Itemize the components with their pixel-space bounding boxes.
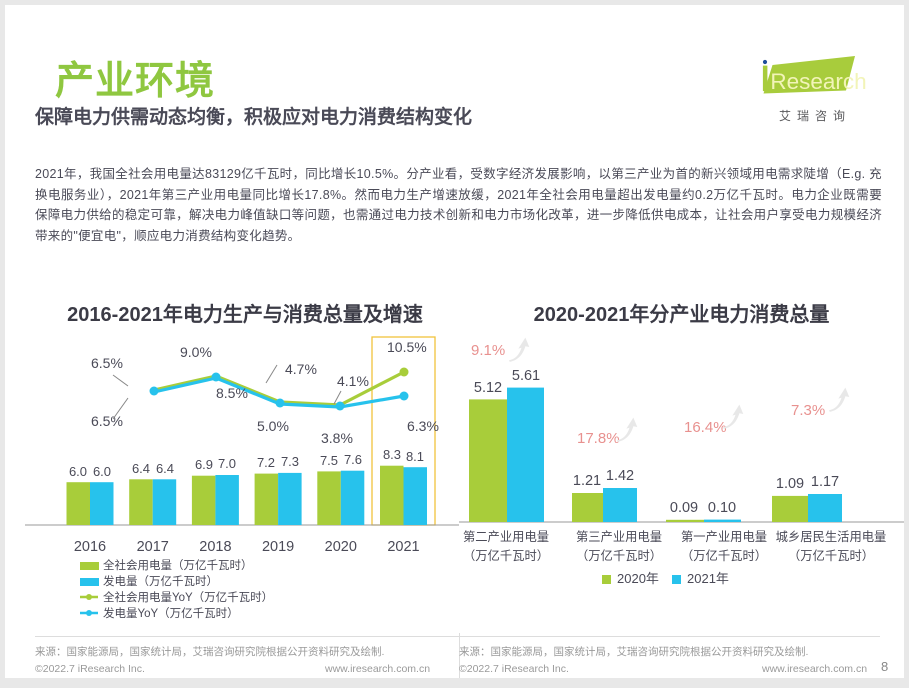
svg-text:2021年: 2021年 [687, 571, 729, 585]
svg-text:2020年: 2020年 [617, 571, 659, 585]
svg-text:（万亿千瓦时）: （万亿千瓦时） [576, 548, 662, 563]
svg-text:7.6: 7.6 [344, 452, 362, 467]
svg-text:10.5%: 10.5% [387, 339, 427, 355]
svg-text:6.3%: 6.3% [407, 418, 439, 434]
svg-text:（万亿千瓦时）: （万亿千瓦时） [681, 548, 767, 563]
svg-text:8.3: 8.3 [383, 447, 401, 462]
svg-text:2021: 2021 [387, 539, 419, 555]
svg-text:9.0%: 9.0% [180, 344, 212, 360]
svg-text:7.0: 7.0 [218, 456, 236, 471]
svg-text:6.4: 6.4 [156, 461, 174, 476]
svg-text:1.21: 1.21 [573, 473, 601, 489]
svg-text:6.5%: 6.5% [91, 355, 123, 371]
svg-text:4.7%: 4.7% [285, 361, 317, 377]
svg-text:2018: 2018 [199, 539, 231, 555]
svg-text:7.5: 7.5 [320, 453, 338, 468]
svg-text:7.2: 7.2 [257, 455, 275, 470]
svg-text:2020: 2020 [325, 539, 357, 555]
svg-text:（万亿千瓦时）: （万亿千瓦时） [463, 548, 549, 563]
svg-text:6.4: 6.4 [132, 461, 150, 476]
svg-text:8.1: 8.1 [406, 449, 424, 464]
svg-text:发电量YoY（万亿千瓦时）: 发电量YoY（万亿千瓦时） [103, 606, 239, 620]
svg-text:2016: 2016 [74, 539, 106, 555]
svg-text:7.3: 7.3 [281, 454, 299, 469]
svg-text:8.5%: 8.5% [216, 385, 248, 401]
svg-text:城乡居民生活用电量: 城乡居民生活用电量 [776, 530, 887, 544]
svg-text:7.3%: 7.3% [791, 402, 825, 419]
svg-text:6.0: 6.0 [69, 464, 87, 479]
svg-text:全社会用电量YoY（万亿千瓦时）: 全社会用电量YoY（万亿千瓦时） [103, 590, 273, 604]
svg-text:3.8%: 3.8% [321, 430, 353, 446]
svg-text:发电量（万亿千瓦时）: 发电量（万亿千瓦时） [103, 574, 218, 588]
svg-text:1.42: 1.42 [606, 468, 634, 484]
svg-text:第一产业用电量: 第一产业用电量 [681, 530, 767, 544]
svg-text:17.8%: 17.8% [577, 430, 620, 447]
svg-text:（万亿千瓦时）: （万亿千瓦时） [788, 548, 874, 563]
svg-text:全社会用电量（万亿千瓦时）: 全社会用电量（万亿千瓦时） [103, 558, 253, 572]
svg-text:Research: Research [770, 69, 866, 94]
svg-text:5.12: 5.12 [474, 380, 502, 396]
svg-text:第二产业用电量: 第二产业用电量 [463, 530, 549, 544]
svg-text:第三产业用电量: 第三产业用电量 [576, 530, 662, 544]
svg-text:0.10: 0.10 [708, 500, 736, 516]
svg-text:16.4%: 16.4% [684, 419, 727, 436]
svg-text:2017: 2017 [137, 539, 169, 555]
svg-text:1.09: 1.09 [776, 476, 804, 492]
svg-text:9.1%: 9.1% [471, 342, 505, 359]
svg-text:1.17: 1.17 [811, 474, 839, 490]
svg-text:6.9: 6.9 [195, 457, 213, 472]
svg-text:2019: 2019 [262, 539, 294, 555]
svg-text:4.1%: 4.1% [337, 373, 369, 389]
svg-text:0.09: 0.09 [670, 500, 698, 516]
svg-text:6.5%: 6.5% [91, 413, 123, 429]
svg-text:6.0: 6.0 [93, 464, 111, 479]
svg-text:5.0%: 5.0% [257, 418, 289, 434]
svg-text:5.61: 5.61 [512, 368, 540, 384]
